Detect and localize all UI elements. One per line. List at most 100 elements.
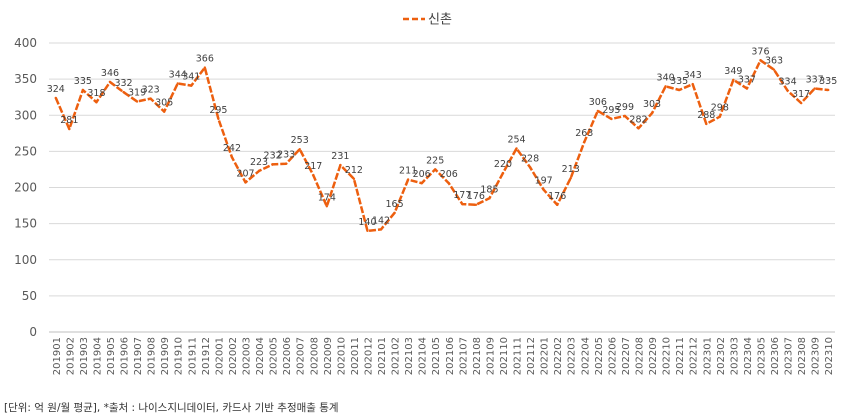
x-tick-label: 202110 bbox=[499, 337, 510, 375]
data-point bbox=[718, 115, 722, 118]
data-label: 223 bbox=[250, 157, 268, 168]
x-tick-label: 201909 bbox=[160, 337, 171, 375]
data-point bbox=[122, 90, 125, 94]
x-tick-label: 201911 bbox=[187, 337, 198, 375]
data-label: 242 bbox=[223, 143, 241, 154]
data-point bbox=[339, 163, 342, 167]
data-point bbox=[284, 162, 288, 165]
legend: 신촌 bbox=[403, 13, 452, 28]
data-point bbox=[81, 88, 85, 92]
data-label: 337 bbox=[806, 75, 824, 86]
x-tick-label: 202204 bbox=[580, 337, 591, 375]
x-tick-label: 201903 bbox=[79, 337, 90, 375]
data-label: 253 bbox=[291, 135, 309, 146]
data-point bbox=[732, 78, 735, 82]
x-tick-label: 202107 bbox=[458, 337, 469, 375]
x-tick-label: 202102 bbox=[391, 337, 402, 375]
data-labels: 3242813353183463323193233053443413662952… bbox=[47, 46, 838, 228]
data-point bbox=[244, 181, 247, 184]
data-point bbox=[257, 169, 261, 173]
x-tick-label: 202112 bbox=[526, 337, 537, 375]
y-tick-label: 400 bbox=[14, 36, 37, 50]
data-label: 335 bbox=[819, 76, 837, 87]
data-label: 306 bbox=[589, 97, 607, 108]
data-point bbox=[271, 163, 274, 166]
x-tick-label: 202205 bbox=[594, 337, 605, 375]
series-line-group bbox=[54, 59, 830, 233]
data-label: 335 bbox=[74, 76, 92, 87]
data-point bbox=[786, 89, 789, 92]
data-label: 346 bbox=[101, 68, 119, 79]
data-label: 206 bbox=[413, 169, 431, 180]
data-point bbox=[501, 171, 505, 175]
x-tick-label: 202111 bbox=[513, 337, 524, 375]
x-tick-label: 202203 bbox=[567, 337, 578, 375]
data-label: 225 bbox=[426, 155, 444, 166]
data-point bbox=[230, 155, 234, 159]
data-label: 232 bbox=[264, 150, 282, 161]
data-point bbox=[379, 228, 383, 231]
data-point bbox=[677, 88, 681, 92]
x-tick-label: 201904 bbox=[92, 337, 103, 375]
data-point bbox=[705, 122, 708, 126]
data-label: 324 bbox=[47, 84, 65, 95]
data-point bbox=[54, 96, 57, 100]
series-line bbox=[54, 59, 829, 233]
data-label: 207 bbox=[236, 168, 254, 179]
y-axis: 0 50 100 150 200 250 300 350 400 bbox=[14, 36, 37, 339]
data-label: 233 bbox=[277, 150, 295, 161]
data-point bbox=[555, 203, 559, 207]
data-label: 341 bbox=[182, 72, 200, 83]
footnote: [단위: 억 원/월 평균], *출처 : 나이스지니데이터, 카드사 기반 추… bbox=[4, 402, 339, 414]
y-tick-label: 350 bbox=[14, 72, 37, 86]
x-tick-label: 202212 bbox=[689, 337, 700, 375]
data-label: 174 bbox=[318, 192, 336, 203]
data-label: 340 bbox=[657, 72, 675, 83]
data-label: 281 bbox=[60, 115, 78, 126]
x-tick-label: 202105 bbox=[431, 337, 442, 375]
data-point bbox=[406, 178, 410, 181]
data-label: 217 bbox=[304, 161, 322, 172]
x-tick-label: 202104 bbox=[418, 337, 429, 375]
data-point bbox=[135, 100, 139, 103]
data-label: 318 bbox=[87, 88, 105, 99]
x-tick-label: 201908 bbox=[147, 337, 158, 375]
x-tick-label: 202109 bbox=[485, 337, 496, 375]
data-point bbox=[162, 110, 166, 113]
x-tick-label: 202009 bbox=[323, 337, 334, 375]
data-point bbox=[488, 197, 491, 200]
data-label: 332 bbox=[114, 78, 132, 89]
data-label: 206 bbox=[440, 169, 458, 180]
x-tick-label: 202303 bbox=[729, 337, 740, 375]
data-point bbox=[461, 202, 464, 206]
y-tick-label: 250 bbox=[14, 144, 37, 158]
x-tick-label: 202012 bbox=[363, 337, 374, 375]
x-tick-label: 202209 bbox=[648, 337, 659, 375]
data-point bbox=[596, 109, 600, 113]
x-tick-label: 201907 bbox=[133, 337, 144, 375]
data-point bbox=[420, 181, 423, 185]
x-tick-label: 202310 bbox=[824, 337, 835, 375]
x-tick-label: 202103 bbox=[404, 337, 415, 375]
data-point bbox=[203, 66, 207, 69]
x-tick-label: 201912 bbox=[201, 337, 212, 375]
x-tick-label: 202302 bbox=[716, 337, 727, 375]
x-tick-label: 202108 bbox=[472, 337, 483, 375]
data-label: 140 bbox=[358, 217, 376, 228]
x-tick-label: 202004 bbox=[255, 337, 266, 375]
data-point bbox=[190, 84, 193, 87]
data-point bbox=[799, 101, 803, 105]
x-tick-label: 201910 bbox=[174, 337, 185, 375]
data-label: 142 bbox=[372, 215, 390, 226]
data-point bbox=[298, 148, 301, 151]
x-tick-label: 202005 bbox=[269, 337, 280, 375]
data-label: 349 bbox=[724, 66, 742, 77]
data-point bbox=[434, 168, 437, 171]
data-label: 212 bbox=[345, 165, 363, 176]
gridlines bbox=[49, 42, 835, 333]
data-point bbox=[664, 85, 667, 88]
data-point bbox=[366, 229, 369, 233]
data-label: 334 bbox=[778, 77, 796, 88]
x-tick-label: 202002 bbox=[228, 337, 239, 375]
